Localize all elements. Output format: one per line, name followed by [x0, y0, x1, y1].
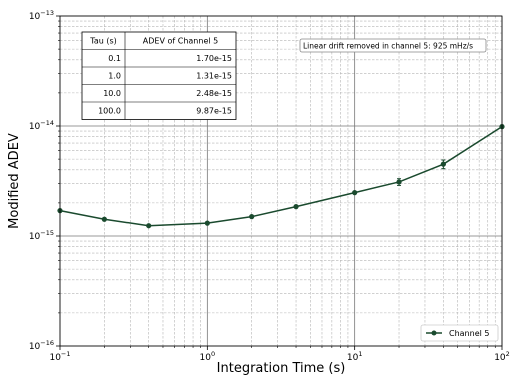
stats-table: Tau (s) ADEV of Channel 5 0.1 1.70e-15 1.0 1.… [81, 31, 237, 120]
series-line-channel-5 [59, 125, 503, 227]
annotation-box [299, 38, 487, 53]
x-tick-label: 100 [200, 350, 216, 363]
x-axis-label: Integration Time (s) [217, 361, 346, 376]
table-cell-tau: 1.0 [108, 72, 121, 81]
table-cell-tau: 100.0 [98, 107, 121, 116]
y-tick-label: 10−13 [29, 9, 54, 22]
legend-box [420, 324, 499, 342]
table-header-tau: Tau (s) [89, 37, 117, 46]
table-cell-adev: 1.31e-15 [196, 72, 232, 81]
y-axis-label: Modified ADEV [7, 133, 22, 229]
table-cell-adev: 1.70e-15 [196, 54, 232, 63]
plot-frame [59, 15, 503, 347]
series-layer [57, 124, 505, 229]
table-cell-tau: 10.0 [103, 89, 121, 98]
x-tick-label: 101 [347, 350, 363, 363]
x-tick-label: 102 [494, 350, 510, 363]
table-cell-adev: 9.87e-15 [196, 107, 232, 116]
table-cell-adev: 2.48e-15 [196, 89, 232, 98]
x-tick-label: 10−1 [49, 350, 70, 363]
data-point [396, 179, 402, 185]
data-point [352, 190, 358, 196]
y-tick-label: 10−15 [29, 229, 54, 242]
legend: Channel 5 [420, 324, 499, 342]
data-point [204, 220, 210, 226]
y-tick-label: 10−16 [29, 339, 54, 352]
data-point [293, 204, 299, 210]
data-point [440, 161, 446, 167]
legend-point-marker [431, 330, 437, 336]
annotation-text: Linear drift removed in channel 5: 925 m… [303, 42, 473, 51]
data-point [101, 216, 107, 222]
table-cell-tau: 0.1 [108, 54, 121, 63]
table-header-adev: ADEV of Channel 5 [143, 37, 218, 46]
table-background [81, 31, 237, 120]
y-tick-label: 10−14 [29, 119, 54, 132]
grid-lines [59, 15, 503, 347]
drift-annotation: Linear drift removed in channel 5: 925 m… [299, 38, 487, 53]
legend-label: Channel 5 [449, 329, 489, 338]
data-point [249, 214, 255, 220]
data-point [146, 223, 152, 229]
